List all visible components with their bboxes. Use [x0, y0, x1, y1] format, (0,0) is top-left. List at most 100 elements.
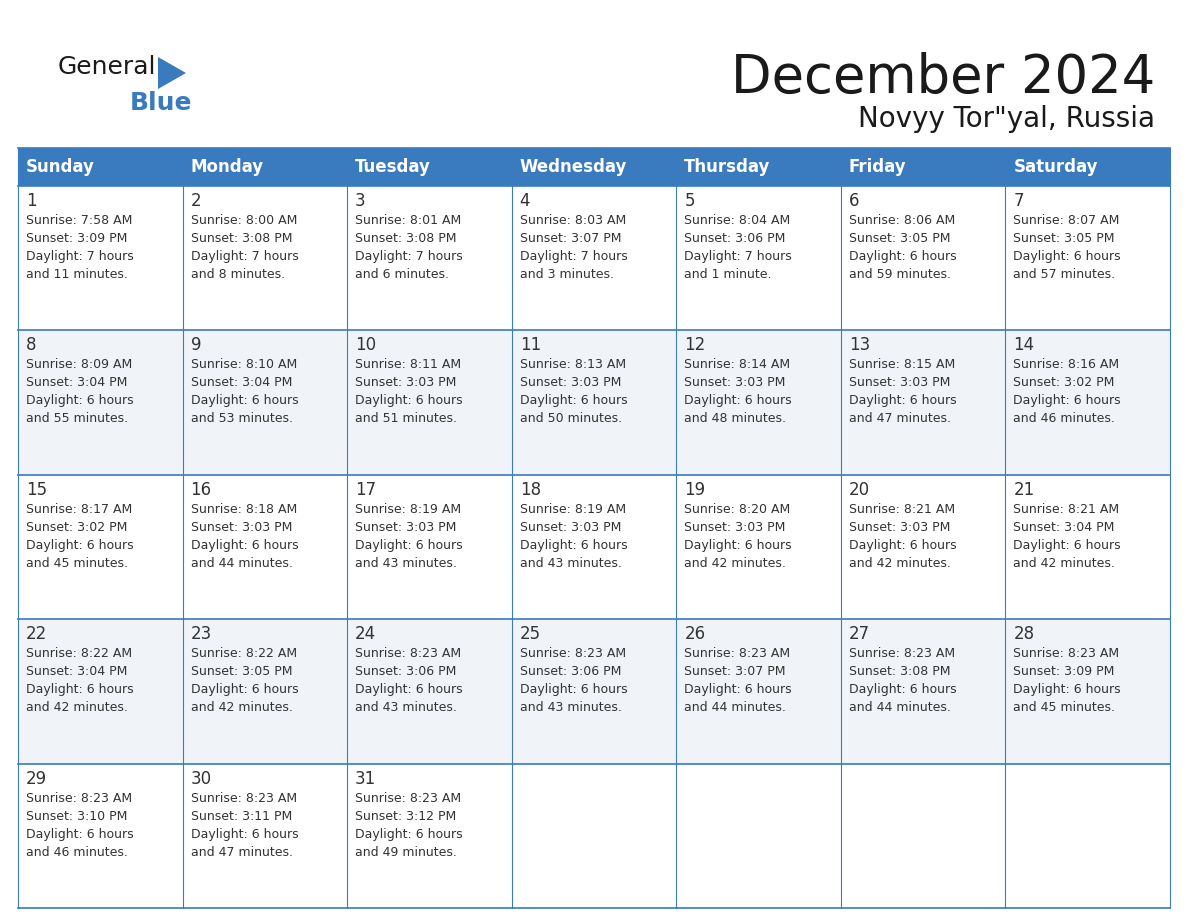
Text: Daylight: 6 hours: Daylight: 6 hours: [1013, 539, 1121, 552]
Text: and 44 minutes.: and 44 minutes.: [684, 701, 786, 714]
Text: Daylight: 6 hours: Daylight: 6 hours: [355, 828, 463, 841]
Text: December 2024: December 2024: [731, 52, 1155, 104]
Text: Sunrise: 8:16 AM: Sunrise: 8:16 AM: [1013, 358, 1119, 372]
Text: Daylight: 7 hours: Daylight: 7 hours: [190, 250, 298, 263]
Text: Sunset: 3:04 PM: Sunset: 3:04 PM: [26, 376, 127, 389]
Text: Sunset: 3:08 PM: Sunset: 3:08 PM: [849, 666, 950, 678]
Text: and 45 minutes.: and 45 minutes.: [26, 557, 128, 570]
Text: Daylight: 6 hours: Daylight: 6 hours: [190, 395, 298, 408]
Text: 1: 1: [26, 192, 37, 210]
Text: Sunrise: 8:23 AM: Sunrise: 8:23 AM: [355, 647, 461, 660]
Text: Sunrise: 8:23 AM: Sunrise: 8:23 AM: [355, 791, 461, 804]
Text: Sunrise: 8:23 AM: Sunrise: 8:23 AM: [519, 647, 626, 660]
Text: Sunrise: 8:17 AM: Sunrise: 8:17 AM: [26, 503, 132, 516]
Text: Sunset: 3:03 PM: Sunset: 3:03 PM: [355, 521, 456, 533]
Text: Sunrise: 8:06 AM: Sunrise: 8:06 AM: [849, 214, 955, 227]
Text: Daylight: 6 hours: Daylight: 6 hours: [26, 683, 133, 696]
Text: Sunrise: 8:00 AM: Sunrise: 8:00 AM: [190, 214, 297, 227]
Text: Daylight: 6 hours: Daylight: 6 hours: [26, 539, 133, 552]
Text: Sunset: 3:08 PM: Sunset: 3:08 PM: [190, 232, 292, 245]
Text: Sunset: 3:03 PM: Sunset: 3:03 PM: [519, 376, 621, 389]
Text: Sunrise: 8:21 AM: Sunrise: 8:21 AM: [849, 503, 955, 516]
Text: Sunrise: 8:22 AM: Sunrise: 8:22 AM: [26, 647, 132, 660]
Text: Sunrise: 8:07 AM: Sunrise: 8:07 AM: [1013, 214, 1120, 227]
FancyBboxPatch shape: [18, 620, 1170, 764]
Text: Daylight: 6 hours: Daylight: 6 hours: [519, 683, 627, 696]
Text: 5: 5: [684, 192, 695, 210]
Text: Sunrise: 8:15 AM: Sunrise: 8:15 AM: [849, 358, 955, 372]
Text: Daylight: 6 hours: Daylight: 6 hours: [684, 683, 792, 696]
Text: Novyy Tor"yal, Russia: Novyy Tor"yal, Russia: [858, 105, 1155, 133]
Text: and 43 minutes.: and 43 minutes.: [519, 701, 621, 714]
Text: Daylight: 6 hours: Daylight: 6 hours: [1013, 250, 1121, 263]
Text: 31: 31: [355, 769, 377, 788]
Text: Sunrise: 8:19 AM: Sunrise: 8:19 AM: [355, 503, 461, 516]
Text: and 46 minutes.: and 46 minutes.: [26, 845, 128, 858]
FancyBboxPatch shape: [18, 764, 1170, 908]
Text: and 43 minutes.: and 43 minutes.: [519, 557, 621, 570]
Text: 11: 11: [519, 336, 541, 354]
Text: Daylight: 6 hours: Daylight: 6 hours: [849, 395, 956, 408]
Text: Sunset: 3:05 PM: Sunset: 3:05 PM: [1013, 232, 1114, 245]
Polygon shape: [158, 57, 187, 89]
Text: Daylight: 7 hours: Daylight: 7 hours: [26, 250, 134, 263]
Text: 20: 20: [849, 481, 870, 498]
Text: General: General: [58, 55, 157, 79]
Text: Daylight: 7 hours: Daylight: 7 hours: [519, 250, 627, 263]
Text: Sunrise: 7:58 AM: Sunrise: 7:58 AM: [26, 214, 132, 227]
Text: Daylight: 7 hours: Daylight: 7 hours: [355, 250, 463, 263]
Text: and 47 minutes.: and 47 minutes.: [190, 845, 292, 858]
Text: 19: 19: [684, 481, 706, 498]
Text: Daylight: 6 hours: Daylight: 6 hours: [519, 539, 627, 552]
Text: Sunset: 3:11 PM: Sunset: 3:11 PM: [190, 810, 292, 823]
Text: 4: 4: [519, 192, 530, 210]
Text: and 44 minutes.: and 44 minutes.: [849, 701, 950, 714]
Text: Sunset: 3:03 PM: Sunset: 3:03 PM: [849, 521, 950, 533]
Text: 16: 16: [190, 481, 211, 498]
Text: and 42 minutes.: and 42 minutes.: [26, 701, 128, 714]
Text: Daylight: 6 hours: Daylight: 6 hours: [355, 395, 463, 408]
Text: Daylight: 6 hours: Daylight: 6 hours: [849, 539, 956, 552]
Text: and 59 minutes.: and 59 minutes.: [849, 268, 950, 281]
Text: Sunset: 3:04 PM: Sunset: 3:04 PM: [190, 376, 292, 389]
FancyBboxPatch shape: [18, 330, 1170, 475]
Text: Sunset: 3:06 PM: Sunset: 3:06 PM: [519, 666, 621, 678]
Text: Daylight: 6 hours: Daylight: 6 hours: [355, 683, 463, 696]
Text: Daylight: 6 hours: Daylight: 6 hours: [190, 828, 298, 841]
Text: Sunrise: 8:22 AM: Sunrise: 8:22 AM: [190, 647, 297, 660]
Text: and 55 minutes.: and 55 minutes.: [26, 412, 128, 425]
Text: Sunset: 3:09 PM: Sunset: 3:09 PM: [1013, 666, 1114, 678]
Text: 24: 24: [355, 625, 377, 644]
Text: Sunset: 3:04 PM: Sunset: 3:04 PM: [26, 666, 127, 678]
Text: 14: 14: [1013, 336, 1035, 354]
Text: 18: 18: [519, 481, 541, 498]
Text: and 50 minutes.: and 50 minutes.: [519, 412, 621, 425]
Text: Sunset: 3:09 PM: Sunset: 3:09 PM: [26, 232, 127, 245]
Text: Daylight: 6 hours: Daylight: 6 hours: [849, 250, 956, 263]
Text: 15: 15: [26, 481, 48, 498]
Text: Tuesday: Tuesday: [355, 158, 431, 176]
Text: 2: 2: [190, 192, 201, 210]
Text: 6: 6: [849, 192, 859, 210]
Text: Sunday: Sunday: [26, 158, 95, 176]
Text: Sunrise: 8:09 AM: Sunrise: 8:09 AM: [26, 358, 132, 372]
Text: 28: 28: [1013, 625, 1035, 644]
Text: Sunset: 3:07 PM: Sunset: 3:07 PM: [684, 666, 785, 678]
Text: and 8 minutes.: and 8 minutes.: [190, 268, 285, 281]
Text: Daylight: 6 hours: Daylight: 6 hours: [26, 395, 133, 408]
Text: 12: 12: [684, 336, 706, 354]
Text: Sunrise: 8:03 AM: Sunrise: 8:03 AM: [519, 214, 626, 227]
Text: Sunset: 3:03 PM: Sunset: 3:03 PM: [684, 521, 785, 533]
Text: Sunrise: 8:14 AM: Sunrise: 8:14 AM: [684, 358, 790, 372]
Text: 7: 7: [1013, 192, 1024, 210]
Text: Sunset: 3:06 PM: Sunset: 3:06 PM: [355, 666, 456, 678]
Text: Sunset: 3:03 PM: Sunset: 3:03 PM: [190, 521, 292, 533]
Text: 26: 26: [684, 625, 706, 644]
Text: and 51 minutes.: and 51 minutes.: [355, 412, 457, 425]
Text: 22: 22: [26, 625, 48, 644]
Text: Daylight: 6 hours: Daylight: 6 hours: [190, 539, 298, 552]
Text: Sunset: 3:12 PM: Sunset: 3:12 PM: [355, 810, 456, 823]
Text: Sunrise: 8:01 AM: Sunrise: 8:01 AM: [355, 214, 461, 227]
Text: Daylight: 6 hours: Daylight: 6 hours: [684, 539, 792, 552]
Text: Sunset: 3:06 PM: Sunset: 3:06 PM: [684, 232, 785, 245]
